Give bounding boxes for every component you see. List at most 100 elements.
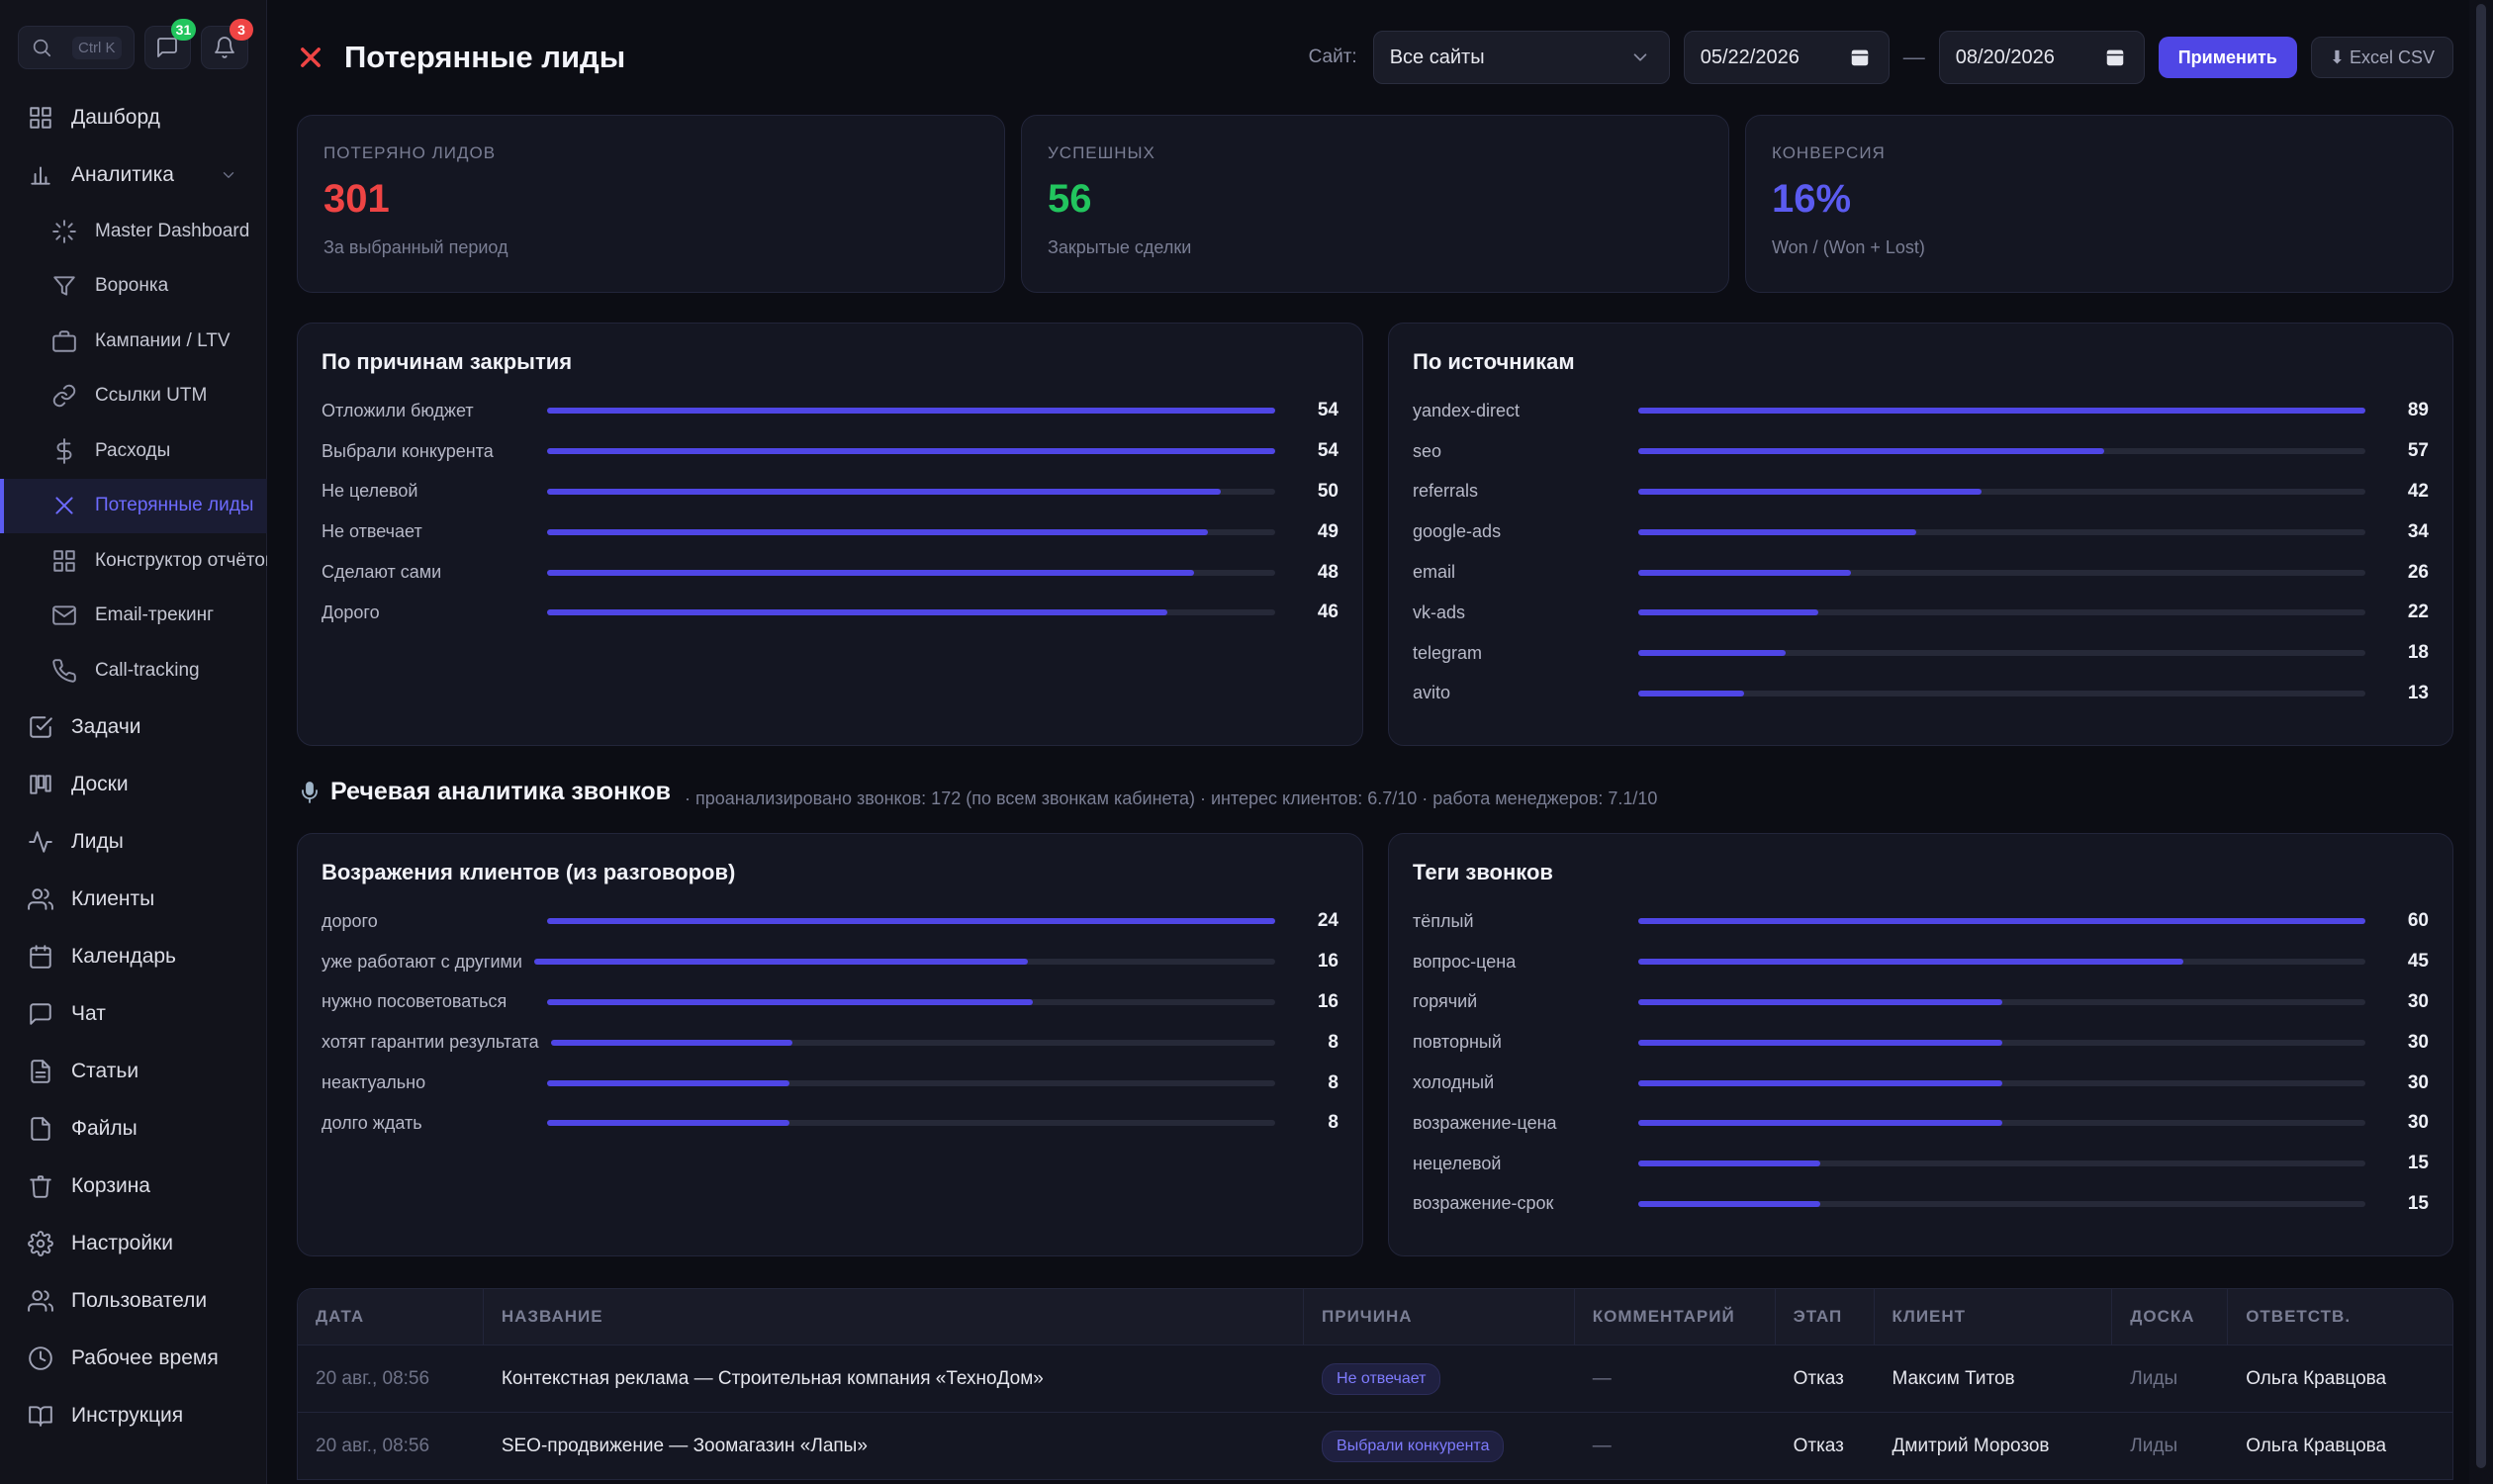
bell-icon [212, 35, 237, 60]
table-body: 20 авг., 08:56 Контекстная реклама — Стро… [298, 1345, 2452, 1479]
date-from-input[interactable]: 05/22/2026 [1683, 31, 1890, 84]
bar-track [547, 998, 1275, 1005]
sidebar-item-chat[interactable]: Чат [0, 985, 267, 1043]
sidebar-item-activity[interactable]: Лиды [0, 813, 267, 871]
sidebar-item-label: Корзина [71, 1173, 150, 1197]
column-header[interactable]: Причина [1304, 1289, 1575, 1345]
bar-value: 54 [1317, 440, 1339, 462]
bar-fill [1638, 408, 2365, 415]
sidebar-item-label: Ссылки UTM [95, 385, 208, 407]
column-header[interactable]: Название [484, 1289, 1305, 1345]
sidebar-item-label: Дашборд [71, 106, 160, 129]
export-csv-button[interactable]: ⬇ Excel CSV [2310, 37, 2453, 78]
chevron-down-icon[interactable] [220, 166, 237, 184]
bar-track [547, 408, 1275, 415]
bar-list: Отложили бюджет 54 Выбрали конкурента 54 Не … [322, 391, 1339, 633]
cell-name[interactable]: Контекстная реклама — Строительная компа… [501, 1367, 1044, 1389]
sidebar-item-gear[interactable]: Настройки [0, 1215, 267, 1272]
bar-row: горячий 30 [1413, 982, 2429, 1023]
close-icon[interactable] [297, 44, 324, 71]
sidebar-item-file[interactable]: Файлы [0, 1100, 267, 1158]
chat-button[interactable]: 31 [143, 19, 197, 69]
column-header[interactable]: Клиент [1875, 1289, 2113, 1345]
bar-label: Не целевой [322, 481, 418, 502]
bar-track [1638, 609, 2365, 616]
cell-reason: Не отвечает [1304, 1362, 1575, 1395]
page-title: Потерянные лиды [344, 40, 626, 74]
table-row[interactable]: 20 авг., 08:56 SEO-продвижение — Зоомагаз… [298, 1412, 2452, 1479]
bar-label: вопрос-цена [1413, 951, 1517, 972]
link-icon [51, 383, 77, 409]
column-header[interactable]: Доска [2112, 1289, 2229, 1345]
sidebar-subitem[interactable]: Конструктор отчётов [0, 533, 267, 589]
sidebar-subitem[interactable]: Расходы [0, 423, 267, 479]
grid-icon [51, 548, 77, 574]
bar-label: дорого [322, 910, 378, 931]
column-header[interactable]: Этап [1776, 1289, 1875, 1345]
file-icon [28, 1116, 53, 1142]
bar-value: 89 [2407, 400, 2429, 421]
column-header[interactable]: Комментарий [1575, 1289, 1776, 1345]
calendar-icon[interactable] [2102, 47, 2128, 67]
bar-fill [547, 528, 1208, 535]
sidebar-subitem[interactable]: Кампании / LTV [0, 314, 267, 369]
bar-value: 30 [2407, 990, 2429, 1012]
sidebar-item-grid[interactable]: Дашборд [0, 89, 267, 146]
sidebar-item-calendar[interactable]: Календарь [0, 928, 267, 985]
sidebar-subitem[interactable]: Call-tracking [0, 643, 267, 698]
sidebar-item-bar-chart[interactable]: Аналитика [0, 146, 267, 204]
sidebar-item-file-text[interactable]: Статьи [0, 1043, 267, 1100]
bar-track [547, 528, 1275, 535]
bar-fill [1638, 569, 1851, 576]
bar-value: 13 [2407, 682, 2429, 703]
sidebar-subitem[interactable]: Ссылки UTM [0, 369, 267, 424]
bar-fill [547, 609, 1167, 616]
scrollbar[interactable] [2469, 0, 2493, 1484]
bar-track [547, 1079, 1275, 1086]
bar-fill [547, 998, 1033, 1005]
apply-button[interactable]: Применить [2158, 37, 2297, 78]
column-header[interactable]: Ответств. [2246, 1307, 2352, 1326]
sidebar-item-checkbox[interactable]: Задачи [0, 698, 267, 756]
site-select[interactable]: Все сайты [1372, 31, 1670, 84]
sidebar-subitem[interactable]: Master Dashboard [0, 204, 267, 259]
sidebar-item-clock[interactable]: Рабочее время [0, 1330, 267, 1387]
cell-client: Максим Титов [1892, 1367, 2015, 1389]
filters-bar: Сайт: Все сайты 05/22/2026 — 08/20/2026 [1309, 30, 2453, 85]
sidebar-item-trash[interactable]: Корзина [0, 1158, 267, 1215]
bar-fill [1638, 690, 1745, 696]
cell-stage: Отказ [1793, 1435, 1844, 1456]
section-meta: · проанализировано звонков: 172 (по всем… [685, 788, 1658, 808]
users-icon [28, 886, 53, 912]
bar-row: уже работают с другими 16 [322, 942, 1339, 982]
sidebar-item-book[interactable]: Инструкция [0, 1387, 267, 1444]
search-button[interactable]: Ctrl K [18, 26, 135, 69]
table-row[interactable]: 20 авг., 08:56 Контекстная реклама — Стро… [298, 1345, 2452, 1412]
bar-row: вопрос-цена 45 [1413, 942, 2429, 982]
column-header[interactable]: Дата [298, 1289, 484, 1345]
sidebar-item-users[interactable]: Клиенты [0, 871, 267, 928]
kpi-conversion: Конверсия 16% Won / (Won + Lost) [1745, 115, 2453, 293]
sidebar-item-label: Воронка [95, 275, 169, 297]
sidebar-subitem[interactable]: Потерянные лиды [0, 478, 267, 533]
sidebar-item-users[interactable]: Пользователи [0, 1272, 267, 1330]
cell-name[interactable]: SEO-продвижение — Зоомагазин «Лапы» [501, 1435, 868, 1456]
book-icon [28, 1403, 53, 1429]
sidebar-item-board[interactable]: Доски [0, 756, 267, 813]
bar-row: Отложили бюджет 54 [322, 391, 1339, 431]
bar-value: 15 [2407, 1153, 2429, 1174]
scrollbar-thumb[interactable] [2476, 4, 2486, 1468]
main-content: Потерянные лиды Сайт: Все сайты 05/22/20… [267, 0, 2469, 1484]
sidebar-subitem[interactable]: Воронка [0, 259, 267, 315]
bar-track [547, 569, 1275, 576]
bar-fill [550, 1039, 792, 1046]
date-to-input[interactable]: 08/20/2026 [1938, 31, 2145, 84]
bar-value: 15 [2407, 1192, 2429, 1214]
sidebar-subitem[interactable]: Email-трекинг [0, 589, 267, 644]
bar-track [1638, 448, 2365, 455]
sidebar-item-label: Чат [71, 1001, 106, 1025]
bar-label: долго ждать [322, 1112, 422, 1133]
sidebar-item-label: Статьи [71, 1059, 139, 1082]
notifications-button[interactable]: 3 [201, 19, 253, 69]
calendar-icon[interactable] [1847, 47, 1873, 67]
